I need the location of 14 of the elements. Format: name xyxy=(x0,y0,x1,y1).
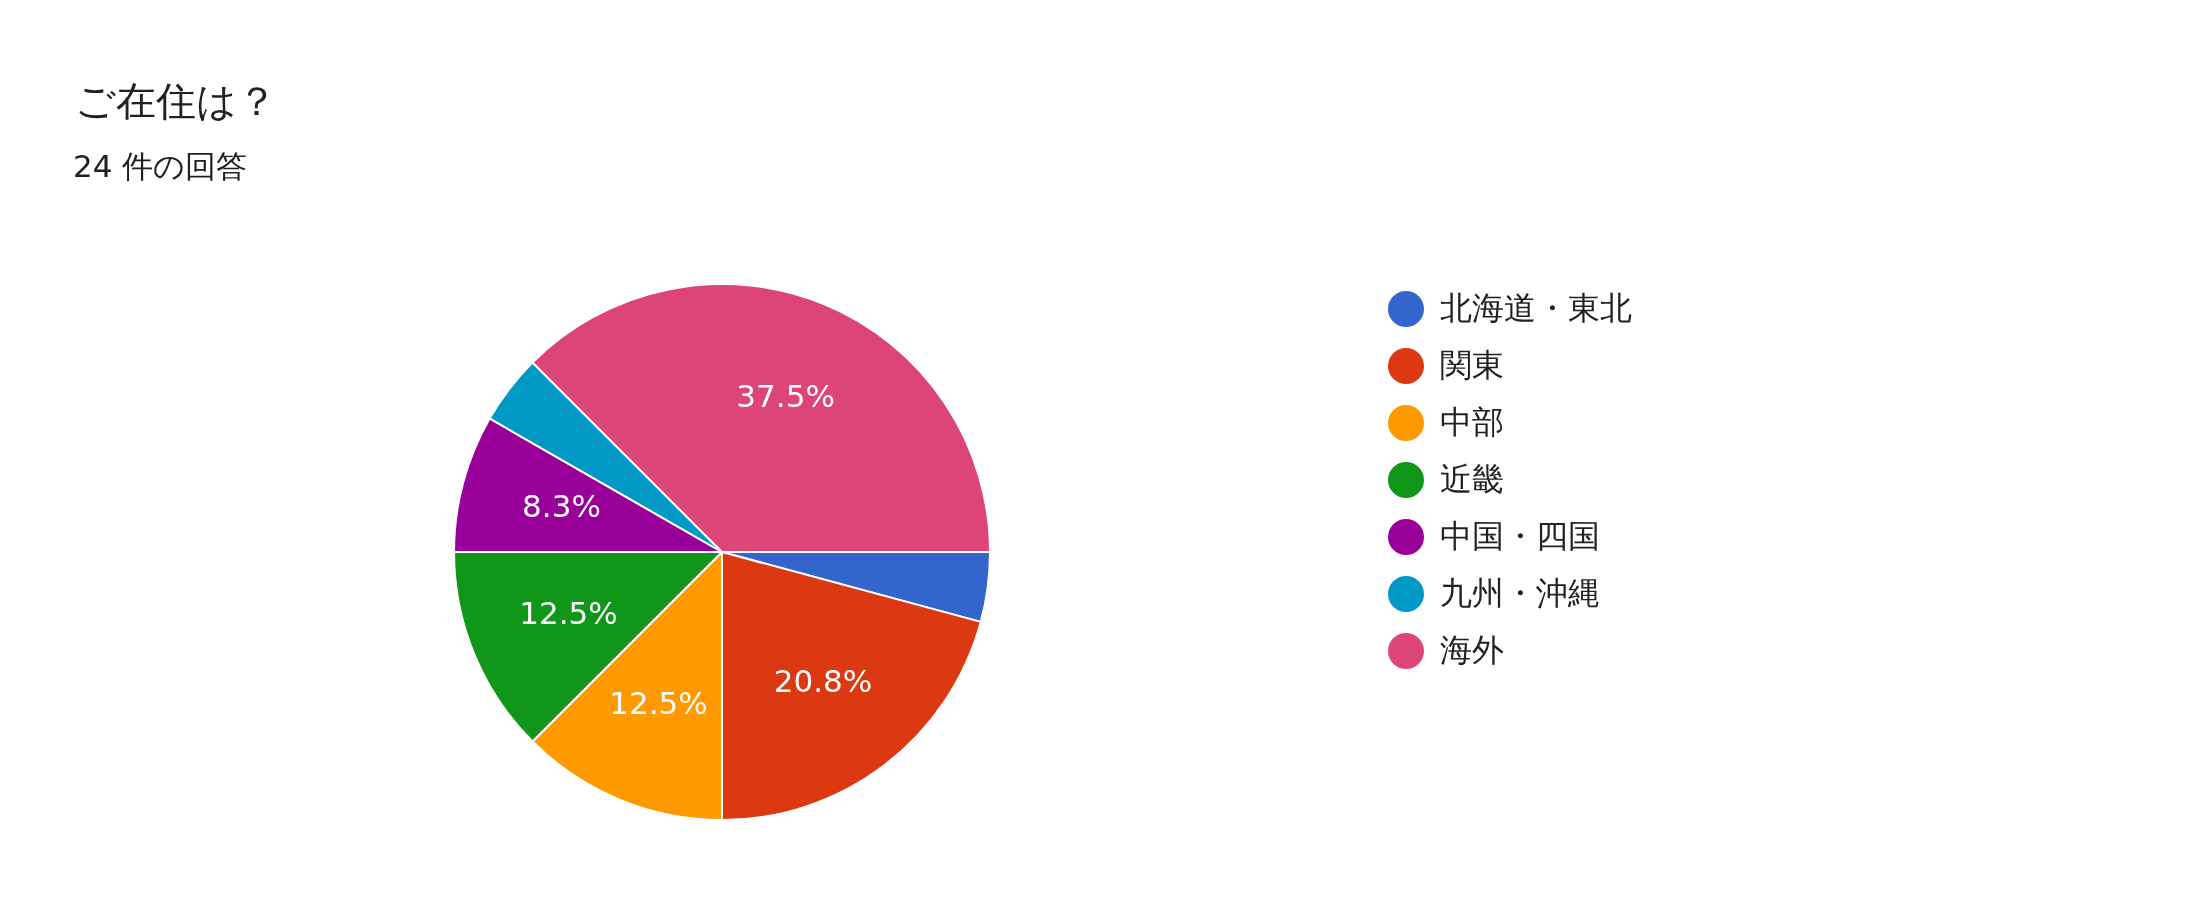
data-label: 12.5% xyxy=(519,594,618,631)
chart-title: ご在住は？ xyxy=(75,77,277,126)
legend-label: 近畿 xyxy=(1440,458,1504,500)
legend-label: 中部 xyxy=(1440,401,1504,443)
data-label: 37.5% xyxy=(736,377,835,414)
data-label: 20.8% xyxy=(773,662,873,699)
legend-label: 九州・沖縄 xyxy=(1440,572,1600,614)
text: 24 件の回答 xyxy=(73,147,248,186)
legend-label: 中国・四国 xyxy=(1440,515,1600,557)
legend-label: 海外 xyxy=(1440,629,1504,671)
legend-label: 北海道・東北 xyxy=(1440,287,1632,329)
data-label: 8.3% xyxy=(522,488,601,525)
legend-label: 関東 xyxy=(1440,344,1504,386)
data-label: 12.5% xyxy=(609,684,708,721)
